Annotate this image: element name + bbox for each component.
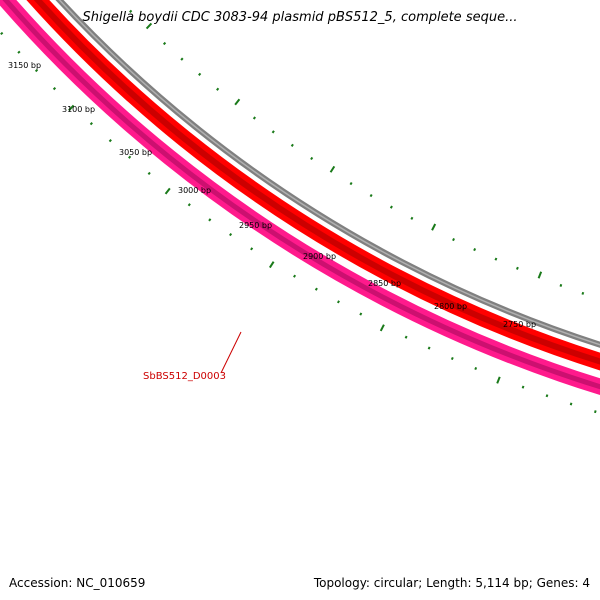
tick-mark [516, 266, 519, 270]
tick-mark [452, 237, 455, 242]
tick-label: 3000 bp [178, 186, 211, 195]
forward-gene-core [33, 0, 600, 365]
tick-label: 2950 bp [239, 221, 272, 230]
tick-mark [359, 312, 363, 316]
tick-mark [404, 335, 408, 339]
tick-mark [581, 291, 585, 295]
gene-labels: SbBS512_D0003 [143, 331, 242, 382]
tick-mark [329, 165, 336, 173]
tick-mark [537, 271, 543, 279]
tick-mark [145, 22, 153, 30]
accession-label: Accession: NC_010659 [9, 576, 146, 590]
reverse-gene-core [2, 0, 600, 390]
tick-mark [250, 247, 254, 251]
tick-mark [410, 216, 414, 220]
tick-mark [473, 247, 477, 252]
tick-label: 2800 bp [434, 302, 467, 311]
tick-mark [208, 218, 212, 222]
inner-tick-marks [0, 31, 597, 414]
tick-label: 3050 bp [119, 148, 152, 157]
tick-mark [474, 366, 478, 371]
tick-mark [271, 130, 275, 134]
backbone-highlight [58, 0, 600, 346]
tick-labels: 3150 bp 3100 bp 3050 bp 3000 bp 2950 bp 2900 … [8, 61, 536, 329]
tick-mark [198, 72, 202, 76]
tick-mark [349, 181, 353, 186]
tick-mark [68, 104, 75, 112]
tick-mark [147, 171, 151, 176]
tick-mark [496, 376, 501, 384]
tick-mark [389, 205, 393, 209]
tick-mark [269, 261, 275, 269]
tick-mark [164, 187, 171, 195]
tick-mark [187, 203, 191, 207]
tick-mark [310, 156, 314, 161]
topology-summary: Topology: circular; Length: 5,114 bp; Ge… [313, 576, 590, 590]
feature-tracks [0, 0, 600, 396]
tick-mark [162, 41, 167, 46]
tick-mark [431, 223, 437, 231]
tick-mark [427, 346, 431, 350]
tick-mark [229, 232, 233, 237]
gene-label[interactable]: SbBS512_D0003 [143, 371, 226, 382]
tick-mark [569, 402, 573, 406]
tick-mark [234, 98, 241, 106]
tick-label: 2750 bp [503, 320, 536, 329]
tick-label: 2900 bp [303, 252, 336, 261]
tick-mark [545, 394, 549, 398]
map-title: Shigella boydii CDC 3083-94 plasmid pBS5… [82, 10, 518, 25]
tick-mark [369, 193, 373, 198]
tick-mark [450, 356, 454, 361]
tick-mark [128, 155, 132, 159]
tick-mark [0, 31, 4, 36]
tick-mark [108, 139, 112, 143]
gene-label-leader [220, 331, 242, 374]
tick-mark [293, 274, 297, 278]
tick-mark [494, 257, 498, 261]
tick-label: 3100 bp [62, 105, 95, 114]
outer-tick-marks [129, 9, 585, 295]
tick-mark [180, 57, 184, 61]
tick-mark [34, 68, 39, 73]
tick-mark [290, 143, 294, 147]
tick-mark [594, 410, 597, 414]
tick-mark [559, 283, 563, 287]
tick-mark [521, 385, 525, 389]
tick-mark [252, 116, 256, 120]
tick-mark [336, 300, 340, 304]
tick-mark [89, 122, 93, 126]
tick-label: 3150 bp [8, 61, 41, 70]
tick-mark [17, 50, 21, 54]
tick-mark [52, 87, 57, 91]
tick-mark [314, 287, 318, 291]
tick-mark [216, 87, 220, 91]
tick-mark [129, 9, 133, 13]
tick-mark [379, 324, 385, 332]
tick-label: 2850 bp [368, 279, 401, 288]
